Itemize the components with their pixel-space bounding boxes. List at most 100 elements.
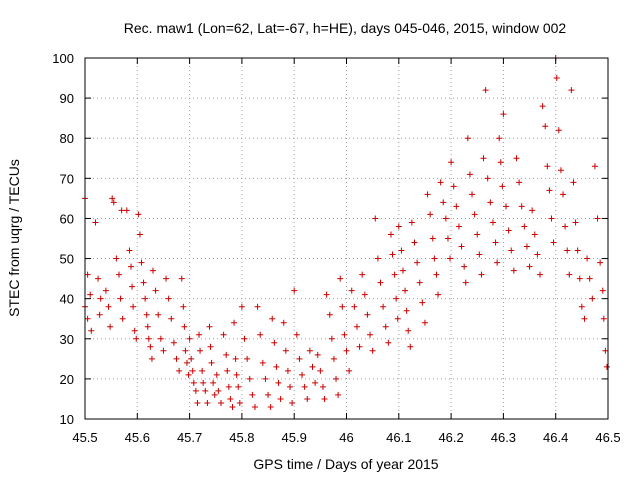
data-point — [566, 271, 573, 278]
data-point — [570, 179, 577, 186]
data-point — [333, 375, 340, 382]
data-point — [135, 211, 142, 218]
data-point — [319, 383, 326, 390]
data-point — [323, 291, 330, 298]
data-point — [346, 367, 353, 374]
data-point — [163, 275, 170, 282]
data-point — [407, 343, 414, 350]
data-point — [356, 343, 363, 350]
y-tick-label: 50 — [60, 252, 74, 267]
data-point — [317, 367, 324, 374]
data-point — [194, 399, 201, 406]
data-point — [411, 239, 418, 246]
data-point — [466, 171, 473, 178]
data-point — [421, 319, 428, 326]
data-point — [301, 383, 308, 390]
data-point — [138, 259, 145, 266]
data-point — [414, 259, 421, 266]
data-point — [429, 235, 436, 242]
data-point — [440, 199, 447, 206]
data-point — [600, 315, 607, 322]
data-point — [394, 315, 401, 322]
data-point — [395, 223, 402, 230]
data-point — [95, 275, 102, 282]
data-point — [102, 287, 109, 294]
data-point — [119, 315, 126, 322]
data-point — [265, 391, 272, 398]
data-point — [207, 343, 214, 350]
data-point — [391, 271, 398, 278]
data-point — [503, 203, 510, 210]
data-point — [348, 287, 355, 294]
x-tick-label: 45.8 — [229, 430, 254, 445]
data-point — [233, 371, 240, 378]
x-tick-label: 46.4 — [543, 430, 568, 445]
data-point — [92, 219, 99, 226]
data-point — [168, 315, 175, 322]
data-point — [321, 395, 328, 402]
data-point — [328, 335, 335, 342]
data-point — [476, 251, 483, 258]
data-point — [361, 291, 368, 298]
data-point — [165, 295, 172, 302]
data-point — [385, 339, 392, 346]
data-point — [224, 367, 231, 374]
data-point — [229, 403, 236, 410]
data-point — [202, 387, 209, 394]
data-point — [437, 179, 444, 186]
data-point — [267, 403, 274, 410]
data-point — [105, 303, 112, 310]
data-point — [254, 303, 261, 310]
data-point — [586, 275, 593, 282]
data-point — [591, 163, 598, 170]
grid — [85, 58, 608, 419]
data-point — [557, 167, 564, 174]
data-point — [382, 323, 389, 330]
data-point — [246, 375, 253, 382]
data-point — [182, 347, 189, 354]
data-point — [152, 287, 159, 294]
data-point — [293, 331, 300, 338]
x-tick-label: 46.2 — [438, 430, 463, 445]
data-point — [578, 303, 585, 310]
data-point — [326, 311, 333, 318]
data-point — [249, 391, 256, 398]
data-point — [389, 251, 396, 258]
x-tick-label: 45.9 — [282, 430, 307, 445]
y-tick-label: 90 — [60, 91, 74, 106]
data-point — [291, 287, 298, 294]
y-tick-label: 30 — [60, 332, 74, 347]
data-point — [337, 275, 344, 282]
data-point — [84, 315, 91, 322]
data-point — [181, 323, 188, 330]
data-point — [416, 279, 423, 286]
data-point — [542, 123, 549, 130]
data-point — [489, 219, 496, 226]
y-tick-label: 70 — [60, 171, 74, 186]
data-point — [183, 359, 190, 366]
data-point — [236, 399, 243, 406]
data-point — [359, 271, 366, 278]
data-point — [314, 351, 321, 358]
data-point — [464, 135, 471, 142]
data-point — [377, 279, 384, 286]
data-point — [304, 395, 311, 402]
x-tick-label: 46.5 — [595, 430, 620, 445]
data-point — [213, 371, 220, 378]
data-point — [84, 271, 91, 278]
data-point — [471, 211, 478, 218]
data-point — [505, 227, 512, 234]
y-tick-label: 100 — [52, 51, 74, 66]
data-point — [147, 343, 154, 350]
data-point — [555, 127, 562, 134]
data-point — [398, 247, 405, 254]
y-tick-label: 20 — [60, 372, 74, 387]
data-point — [312, 379, 319, 386]
data-point — [513, 155, 520, 162]
data-point — [257, 331, 264, 338]
data-point — [123, 207, 130, 214]
data-points — [82, 55, 610, 410]
data-point — [259, 359, 266, 366]
data-point — [88, 327, 95, 334]
x-tick-label: 46.3 — [491, 430, 516, 445]
